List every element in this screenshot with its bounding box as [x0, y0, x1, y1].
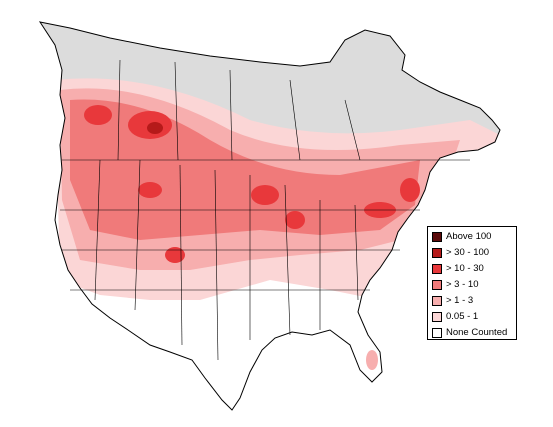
hotspot-wisconsin [285, 211, 305, 229]
hotspot-alberta [147, 122, 163, 134]
legend-item: > 3 - 10 [432, 278, 478, 291]
political-boundaries [60, 59, 470, 361]
legend-label: Above 100 [446, 231, 492, 242]
legend-item: None Counted [432, 326, 507, 339]
legend-label: 0.05 - 1 [446, 311, 479, 322]
legend-label: > 30 - 100 [446, 247, 490, 258]
hotspot-idaho [138, 182, 162, 198]
legend-item: > 1 - 3 [432, 294, 473, 307]
patch-florida [366, 350, 378, 370]
legend-swatch [432, 311, 442, 322]
legend-label: > 3 - 10 [446, 279, 479, 290]
legend-swatch [432, 231, 442, 242]
hotspot-utah [165, 247, 185, 263]
legend-item: Above 100 [432, 230, 491, 243]
legend-item: > 30 - 100 [432, 246, 489, 259]
legend-swatch [432, 263, 442, 274]
legend-swatch [432, 247, 442, 258]
legend-label: None Counted [446, 327, 508, 338]
hotspot-great-lakes [251, 185, 279, 205]
legend-swatch [432, 327, 442, 338]
legend-swatch [432, 295, 442, 306]
legend-swatch [432, 279, 442, 290]
hotspot-new-england [400, 178, 420, 202]
legend-label: > 10 - 30 [446, 263, 484, 274]
legend-item: > 10 - 30 [432, 262, 484, 275]
hotspot-washington [84, 105, 112, 125]
legend-item: 0.05 - 1 [432, 310, 478, 323]
legend: Above 100 > 30 - 100 > 10 - 30 > 3 - 10 … [427, 226, 517, 340]
legend-label: > 1 - 3 [446, 295, 474, 306]
